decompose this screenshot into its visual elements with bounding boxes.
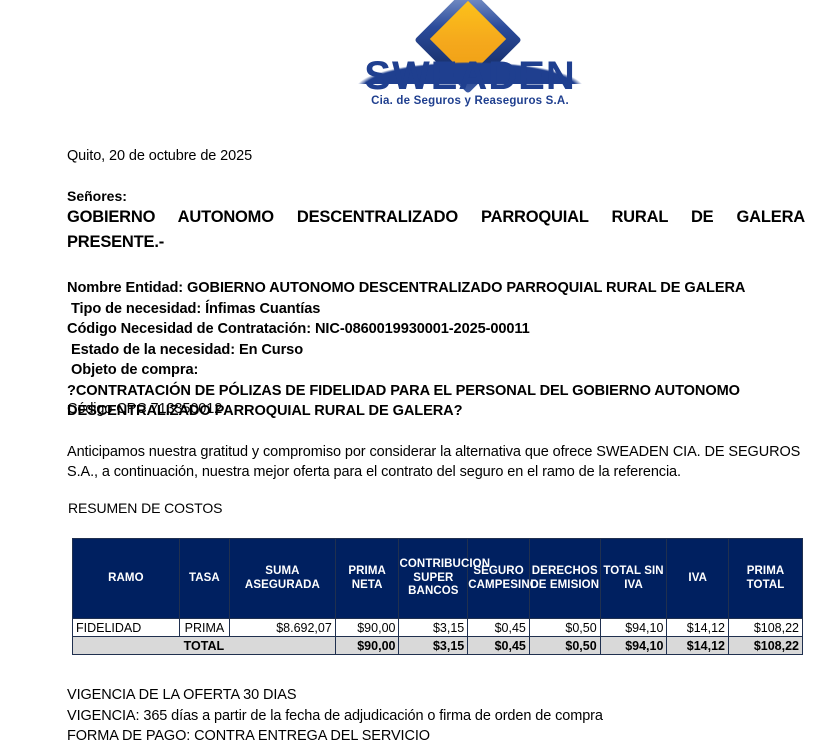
need-code-row: Código Necesidad de Contratación: NIC-08… xyxy=(67,319,812,340)
cost-summary-caption: RESUMEN DE COSTOS xyxy=(68,500,223,516)
cell-derechos-emision: $0,50 xyxy=(528,618,601,637)
col-header-seguro-campesino: SEGURO CAMPESINO xyxy=(467,538,539,619)
need-type-label: Tipo de necesidad: xyxy=(71,300,202,317)
cell-prima-neta: $90,00 xyxy=(334,618,400,637)
cost-summary-table: RAMO TASA SUMA ASEGURADA PRIMA NETA CONT… xyxy=(72,538,803,655)
total-label: TOTAL xyxy=(72,636,336,655)
col-header-iva: IVA xyxy=(666,538,730,619)
cell-contribucion: $3,15 xyxy=(398,618,469,637)
need-state-value: En Curso xyxy=(238,341,304,358)
table-row: FIDELIDAD PRIMA $8.692,07 $90,00 $3,15 $… xyxy=(72,618,803,637)
cell-suma-asegurada: $8.692,07 xyxy=(229,618,336,637)
table-header-row: RAMO TASA SUMA ASEGURADA PRIMA NETA CONT… xyxy=(72,538,803,619)
total-prima-total: $108,22 xyxy=(728,636,803,655)
need-entity-row: Nombre Entidad: GOBIERNO AUTONOMO DESCEN… xyxy=(67,278,812,299)
intro-paragraph: Anticipamos nuestra gratitud y compromis… xyxy=(67,444,801,480)
col-header-prima-neta: PRIMA NETA xyxy=(334,538,400,619)
need-state-label: Estado de la necesidad: xyxy=(71,341,235,358)
logo-wordmark: SWEADEN xyxy=(364,54,576,98)
need-type-row: Tipo de necesidad: Ínfimas Cuantías xyxy=(67,299,812,320)
col-header-ramo: RAMO xyxy=(72,538,180,619)
cell-seguro-campesino: $0,45 xyxy=(467,618,530,637)
logo-tagline: Cia. de Seguros y Reaseguros S.A. xyxy=(371,95,569,107)
need-type-value: Ínfimas Cuantías xyxy=(205,300,321,317)
addressee-line-1: GOBIERNO AUTONOMO DESCENTRALIZADO PARROQ… xyxy=(67,208,805,226)
col-header-suma-asegurada: SUMA ASEGURADA xyxy=(229,538,336,619)
letter-addressee: GOBIERNO AUTONOMO DESCENTRALIZADO PARROQ… xyxy=(67,205,805,255)
cell-total-sin-iva: $94,10 xyxy=(599,618,668,637)
total-derechos-emision: $0,50 xyxy=(528,636,601,655)
cell-tasa: PRIMA xyxy=(178,618,231,637)
addressee-line-2: PRESENTE.- xyxy=(67,233,165,251)
need-object-label: Objeto de compra: xyxy=(71,362,199,378)
need-cpc-code: Código CPC 713350012 xyxy=(67,401,223,417)
condition-vigencia-oferta: VIGENCIA DE LA OFERTA 30 DIAS xyxy=(67,687,297,703)
need-code-value: NIC-0860019930001-2025-00011 xyxy=(314,321,530,337)
total-prima-neta: $90,00 xyxy=(334,636,400,655)
total-iva: $14,12 xyxy=(666,636,730,655)
condition-forma-de-pago: FORMA DE PAGO: CONTRA ENTREGA DEL SERVIC… xyxy=(67,728,430,744)
col-header-derechos-de-emision: DERECHOS DE EMISION xyxy=(528,538,601,619)
need-entity-value: GOBIERNO AUTONOMO DESCENTRALIZADO PARROQ… xyxy=(187,280,746,296)
table-header: RAMO TASA SUMA ASEGURADA PRIMA NETA CONT… xyxy=(72,538,803,619)
condition-vigencia: VIGENCIA: 365 días a partir de la fecha … xyxy=(67,707,603,724)
total-contribucion: $3,15 xyxy=(398,636,469,655)
cell-iva: $14,12 xyxy=(666,618,730,637)
letter-salutation: Señores: xyxy=(67,188,127,204)
cell-prima-total: $108,22 xyxy=(728,618,803,637)
col-header-tasa: TASA xyxy=(178,538,231,619)
need-details-block: Nombre Entidad: GOBIERNO AUTONOMO DESCEN… xyxy=(67,278,812,422)
offer-conditions-block: VIGENCIA DE LA OFERTA 30 DIAS VIGENCIA: … xyxy=(67,685,603,747)
cell-ramo: FIDELIDAD xyxy=(72,618,180,637)
logo-swoosh-shape xyxy=(340,58,600,84)
total-total-sin-iva: $94,10 xyxy=(599,636,668,655)
need-code-label: Código Necesidad de Contratación: xyxy=(67,321,312,337)
total-seguro-campesino: $0,45 xyxy=(467,636,530,655)
col-header-prima-total: PRIMA TOTAL xyxy=(728,538,803,619)
need-state-row: Estado de la necesidad: En Curso xyxy=(67,340,812,361)
table-body: FIDELIDAD PRIMA $8.692,07 $90,00 $3,15 $… xyxy=(72,618,803,655)
col-header-contribucion-super-bancos: CONTRIBUCION SUPER BANCOS xyxy=(398,538,490,619)
need-object-value: ?CONTRATACIÓN DE PÓLIZAS DE FIDELIDAD PA… xyxy=(67,382,740,420)
company-logo: SWEADEN Cia. de Seguros y Reaseguros S.A… xyxy=(340,0,600,112)
table-total-row: TOTAL $90,00 $3,15 $0,45 $0,50 $94,10 $1… xyxy=(72,636,803,655)
col-header-total-sin-iva: TOTAL SIN IVA xyxy=(599,538,668,619)
need-entity-label: Nombre Entidad: xyxy=(67,280,184,296)
letter-date: Quito, 20 de octubre de 2025 xyxy=(67,148,253,164)
